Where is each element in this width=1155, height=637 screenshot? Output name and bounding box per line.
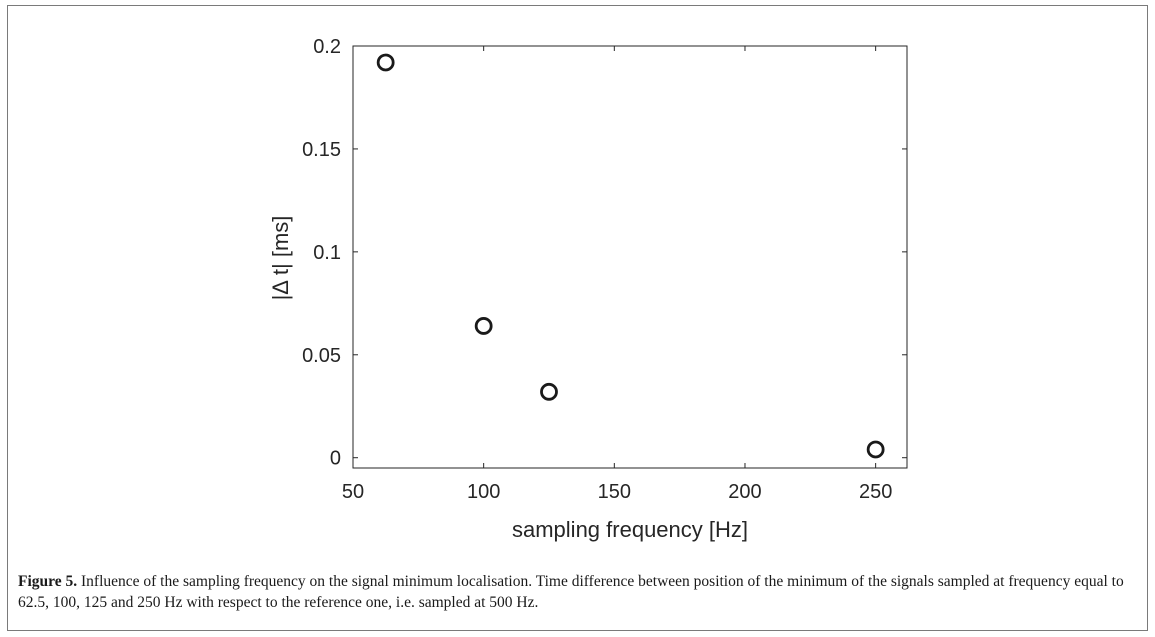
axis-ticks [352, 45, 907, 468]
x-tick-label: 250 [859, 481, 892, 503]
data-point [474, 317, 493, 335]
y-tick-label: 0.05 [302, 345, 341, 367]
x-tick-label: 200 [728, 481, 761, 503]
data-point [540, 382, 558, 401]
x-tick-labels: 50 100 150 200 250 [342, 481, 892, 503]
caption-text: Influence of the sampling frequency on t… [18, 573, 1124, 611]
data-point [866, 440, 885, 459]
x-tick-label: 100 [467, 481, 500, 503]
figure-label: Figure 5. [18, 573, 78, 590]
data-point [376, 53, 395, 72]
x-axis-label: sampling frequency [Hz] [512, 517, 748, 542]
y-axis-label: |Δ t| [ms] [268, 216, 293, 301]
y-tick-labels: 0 0.05 0.1 0.15 0.2 [302, 36, 341, 470]
y-tick-label: 0.2 [313, 36, 341, 58]
x-tick-label: 150 [598, 481, 631, 503]
y-tick-label: 0 [330, 448, 341, 470]
plot-area [352, 45, 908, 469]
figure-caption: Figure 5. Influence of the sampling freq… [18, 571, 1138, 613]
y-tick-label: 0.1 [313, 242, 341, 264]
scatter-chart: 50 100 150 200 250 0 0.05 0.1 0.15 0.2 sampling … [268, 36, 908, 542]
x-tick-label: 50 [342, 481, 364, 503]
y-tick-label: 0.15 [302, 139, 341, 161]
data-points [376, 53, 885, 459]
